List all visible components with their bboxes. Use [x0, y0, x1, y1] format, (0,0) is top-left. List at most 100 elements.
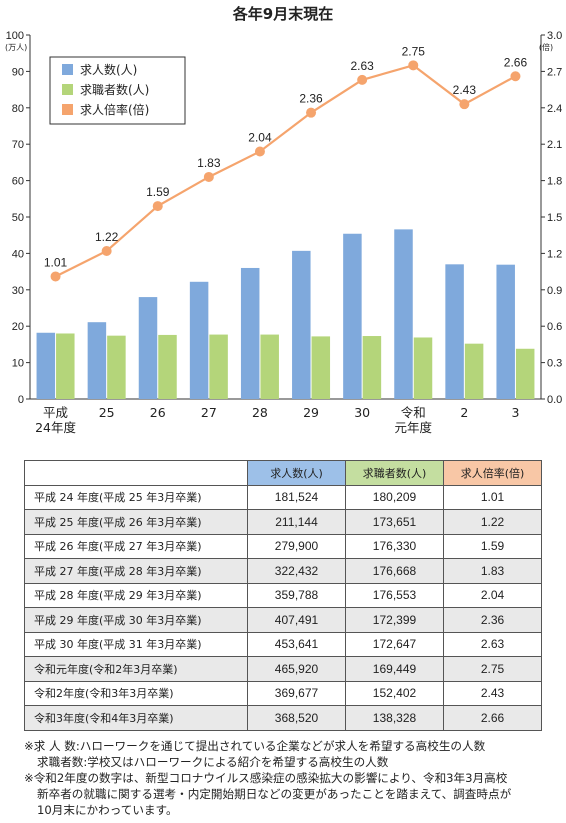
- legend-label-seekers: 求職者数(人): [80, 82, 149, 97]
- y-left-tick-label: 10: [12, 358, 24, 370]
- data-table: 求人数(人) 求職者数(人) 求人倍率(倍) 平成 24 年度(平成 25 年3…: [24, 460, 542, 731]
- ratio-data-label: 1.22: [95, 230, 119, 244]
- y-left-tick-label: 0: [18, 394, 24, 406]
- bar-jobs: [292, 250, 311, 399]
- ratio-point: [203, 171, 214, 182]
- y-right-tick-label: 2.4: [547, 103, 562, 115]
- bar-seekers: [464, 343, 484, 399]
- legend: 求人数(人) 求職者数(人) 求人倍率(倍): [49, 56, 186, 125]
- row-label: 平成 30 年度(平成 31 年3月卒業): [24, 631, 248, 657]
- bar-jobs: [36, 332, 56, 399]
- cell-jobs: 453,641: [247, 631, 346, 657]
- cell-seekers: 173,651: [345, 509, 444, 535]
- table-header-seekers: 求職者数(人): [345, 460, 444, 486]
- cell-seekers: 169,449: [345, 656, 444, 682]
- row-label: 令和元年度(令和2年3月卒業): [24, 656, 248, 682]
- bar-seekers: [413, 337, 433, 399]
- legend-swatch-ratio: [62, 104, 73, 115]
- bar-jobs: [138, 297, 158, 399]
- ratio-point: [101, 245, 112, 256]
- bar-seekers: [209, 334, 228, 399]
- row-label: 平成 29 年度(平成 30 年3月卒業): [24, 607, 248, 633]
- x-tick-label: 平成 24年度: [35, 405, 76, 435]
- bar-jobs: [394, 229, 413, 399]
- ratio-point: [254, 146, 265, 157]
- x-tick-label: 29: [303, 405, 319, 420]
- table-row: 令和元年度(令和2年3月卒業) 465,920 169,449 2.75: [24, 656, 542, 682]
- row-label: 平成 28 年度(平成 29 年3月卒業): [24, 582, 248, 608]
- table-row: 平成 25 年度(平成 26 年3月卒業) 211,144 173,651 1.…: [24, 509, 542, 535]
- cell-jobs: 359,788: [247, 582, 346, 608]
- chart-line: 1.01 1.22 1.59 1.83 2.04 2.36 2.63 2.75 2.43 2.66: [44, 44, 527, 282]
- cell-ratio: 2.66: [443, 705, 542, 731]
- ratio-data-label: 2.75: [402, 44, 426, 58]
- x-axis-labels: 平成 24年度 25 26 27 28 29 30 令和元年度 2 3: [35, 405, 519, 435]
- y-right-tick-label: 0.3: [547, 358, 562, 370]
- x-tick-label: 28: [252, 405, 268, 420]
- y-left-tick-label: 40: [12, 248, 24, 260]
- chart-axes: 0 10 20 30 40 50 60 70 80 90 100 0.0 0.3 0.6 0.9 1.2 1.5…: [6, 30, 563, 406]
- cell-seekers: 176,668: [345, 558, 444, 584]
- cell-jobs: 407,491: [247, 607, 346, 633]
- y-right-tick-label: 2.7: [547, 66, 562, 78]
- y-left-tick-label: 70: [12, 139, 24, 151]
- bar-seekers: [362, 336, 382, 399]
- y-right-tick-label: 2.1: [547, 139, 562, 151]
- table-row: 平成 26 年度(平成 27 年3月卒業) 279,900 176,330 1.…: [24, 533, 542, 559]
- bar-seekers: [515, 348, 535, 399]
- legend-swatch-seekers: [62, 84, 73, 95]
- y-right-tick-label: 3.0: [547, 30, 562, 42]
- cell-seekers: 172,399: [345, 607, 444, 633]
- cell-ratio: 1.22: [443, 509, 542, 535]
- footnote-covid-3: 10月末にかわっています。: [37, 803, 178, 817]
- ratio-point: [152, 201, 163, 212]
- legend-label-ratio: 求人倍率(倍): [80, 102, 149, 117]
- ratio-point: [510, 71, 521, 82]
- y-left-tick-label: 20: [12, 321, 24, 333]
- y-right-tick-label: 1.5: [547, 212, 562, 224]
- cell-jobs: 279,900: [247, 533, 346, 559]
- ratio-data-label: 1.59: [146, 185, 170, 199]
- table-row: 平成 28 年度(平成 29 年3月卒業) 359,788 176,553 2.…: [24, 582, 542, 608]
- cell-seekers: 138,328: [345, 705, 444, 731]
- row-label: 令和3年度(令和4年3月卒業): [24, 705, 248, 731]
- y-left-tick-label: 30: [12, 285, 24, 297]
- bar-seekers: [260, 334, 279, 399]
- cell-ratio: 2.36: [443, 607, 542, 633]
- legend-label-jobs: 求人数(人): [80, 62, 137, 77]
- bar-seekers: [311, 336, 331, 399]
- chart-bars: [36, 229, 535, 399]
- y-right-unit: (倍): [539, 42, 553, 52]
- cell-jobs: 322,432: [247, 558, 346, 584]
- y-left-unit: (万人): [5, 43, 27, 52]
- cell-ratio: 2.04: [443, 582, 542, 608]
- y-right-tick-label: 0.9: [547, 285, 562, 297]
- chart: 各年9月末現在 (万人) (倍) 01020304050607080901000…: [5, 5, 563, 435]
- table-header-row: 求人数(人) 求職者数(人) 求人倍率(倍): [24, 460, 542, 486]
- cell-jobs: 465,920: [247, 656, 346, 682]
- cell-seekers: 152,402: [345, 680, 444, 706]
- ratio-data-label: 2.36: [299, 92, 323, 106]
- cell-jobs: 369,677: [247, 680, 346, 706]
- cell-ratio: 1.83: [443, 558, 542, 584]
- table-row: 令和3年度(令和4年3月卒業) 368,520 138,328 2.66: [24, 705, 542, 731]
- cell-ratio: 2.63: [443, 631, 542, 657]
- table-row: 平成 24 年度(平成 25 年3月卒業) 181,524 180,209 1.…: [24, 484, 542, 510]
- row-label: 平成 27 年度(平成 28 年3月卒業): [24, 558, 248, 584]
- ratio-point: [306, 107, 317, 118]
- table-row: 平成 30 年度(平成 31 年3月卒業) 453,641 172,647 2.…: [24, 631, 542, 657]
- ratio-data-label: 1.83: [197, 156, 221, 170]
- cell-jobs: 211,144: [247, 509, 346, 535]
- table-header-empty: [24, 460, 248, 486]
- x-tick-label: 令和元年度: [394, 405, 432, 435]
- row-label: 平成 25 年度(平成 26 年3月卒業): [24, 509, 248, 535]
- footnote-seekers: 求職者数:学校又はハローワークによる紹介を希望する高校生の人数: [37, 755, 389, 769]
- row-label: 平成 26 年度(平成 27 年3月卒業): [24, 533, 248, 559]
- row-label: 平成 24 年度(平成 25 年3月卒業): [24, 484, 248, 510]
- footnotes: ※求 人 数:ハローワークを通じて提出されている企業などが求人を希望する高校生の…: [24, 738, 554, 818]
- x-tick-label: 27: [201, 405, 217, 420]
- table-header-jobs: 求人数(人): [247, 460, 346, 486]
- cell-seekers: 180,209: [345, 484, 444, 510]
- x-tick-label: 2: [460, 405, 468, 420]
- bar-jobs: [445, 264, 464, 399]
